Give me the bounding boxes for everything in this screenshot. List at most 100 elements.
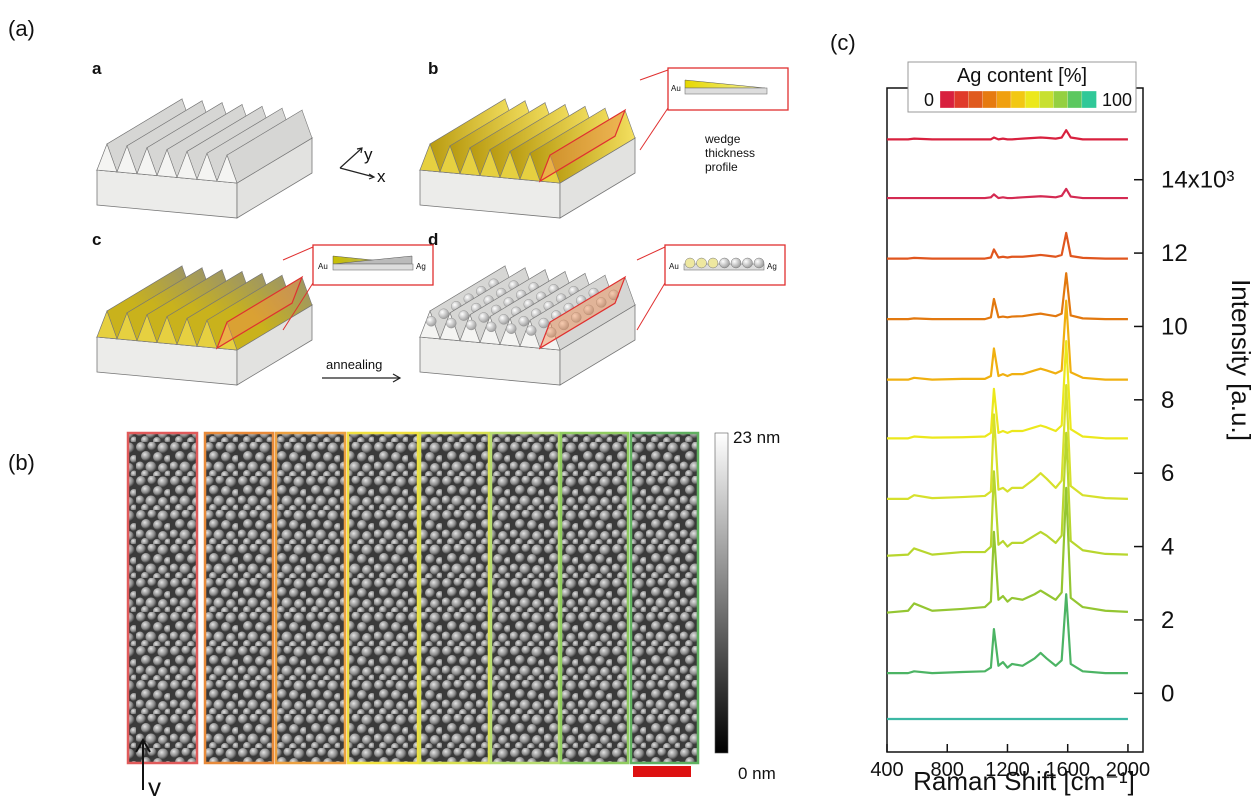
height-colorbar	[714, 432, 729, 754]
inset	[639, 67, 789, 151]
arrow-head	[392, 373, 402, 383]
x-tick-label: 800	[931, 759, 964, 781]
particle	[466, 319, 477, 331]
x-axis-label: Raman Shift [cm⁻¹]	[913, 766, 1135, 796]
particles	[684, 257, 765, 269]
axes-indicator	[339, 147, 376, 180]
afm-image	[629, 431, 700, 765]
connector	[639, 107, 669, 151]
scale-bar	[633, 766, 691, 777]
particle	[596, 297, 607, 308]
afm-image	[559, 431, 630, 765]
afm-image	[418, 431, 491, 765]
colorbar-segment	[1010, 90, 1026, 109]
step-label: d	[428, 230, 438, 249]
x-tick-label: 2000	[1106, 759, 1151, 781]
inset-note: profile	[705, 160, 738, 174]
y-tick-label: 2	[1161, 607, 1174, 634]
afm-image	[203, 431, 275, 765]
ridge-end	[196, 152, 218, 182]
ridge-end	[96, 310, 118, 340]
particle	[571, 312, 582, 323]
inset-text: Au	[669, 262, 679, 271]
highlight	[215, 275, 304, 350]
spectrum	[887, 187, 1128, 200]
ridge-end	[216, 154, 238, 184]
connector	[639, 69, 669, 81]
connector	[636, 246, 666, 261]
y-tick-label: 12	[1161, 240, 1188, 267]
ridge-end	[196, 319, 218, 349]
colorbar-segment	[996, 90, 1012, 109]
colorbar-tick-label: 100	[1102, 90, 1132, 110]
colorbar-tick-label: 0	[924, 90, 934, 110]
y-tick-label: 0	[1161, 680, 1174, 707]
afm-images	[126, 431, 700, 765]
ridge-end	[176, 317, 198, 347]
x-tick-label: 400	[870, 759, 903, 781]
ridge-end	[459, 146, 481, 176]
ridge-end	[439, 144, 461, 175]
spectrum	[887, 129, 1128, 141]
colorbar-segment	[1024, 90, 1041, 109]
arrow-head	[135, 738, 151, 753]
substrate-block	[95, 98, 314, 219]
substrate-block	[95, 265, 314, 386]
inset-text: Ag	[416, 262, 426, 271]
schematic	[95, 98, 637, 386]
afm-image	[126, 431, 199, 765]
colorbar-segment	[953, 90, 970, 109]
ridge-end	[116, 144, 138, 175]
connector	[282, 246, 314, 261]
highlight	[538, 108, 627, 183]
legend-title: Ag content [%]	[957, 65, 1087, 87]
colorbar-segment	[1053, 90, 1069, 109]
particle	[696, 257, 707, 269]
ridge-end	[136, 313, 158, 343]
particle	[498, 314, 509, 325]
afm-image	[274, 431, 347, 765]
particle	[446, 317, 457, 329]
step-label: b	[428, 59, 438, 78]
y-tick-label: 14x10³	[1161, 167, 1234, 194]
step-label: a	[92, 59, 102, 78]
particle	[438, 308, 449, 319]
ridge-end	[419, 143, 441, 173]
connector	[636, 282, 666, 331]
substrate-block	[418, 98, 637, 219]
ridge-end	[479, 148, 501, 178]
inset-text: Au	[318, 262, 328, 271]
colorbar-segment	[1039, 90, 1055, 109]
panel-label: (a)	[8, 16, 35, 41]
inset-text: Ag	[767, 262, 777, 271]
substrate	[332, 263, 414, 271]
scale-min: 0 nm	[738, 764, 776, 783]
particle	[426, 316, 437, 327]
ridge-end	[176, 150, 198, 180]
particle	[506, 323, 517, 334]
arrow-label: annealing	[326, 357, 382, 372]
spectrum	[887, 384, 1128, 500]
substrate-block	[418, 265, 637, 386]
spectrum	[886, 486, 1128, 614]
scale-max: 23 nm	[733, 428, 780, 447]
ridge-end	[136, 146, 158, 176]
plot-frame	[886, 87, 1144, 753]
ridge-end	[499, 150, 521, 180]
particle	[730, 257, 742, 269]
y-tick-label: 6	[1161, 460, 1174, 487]
highlight	[538, 275, 627, 350]
particle	[719, 257, 730, 269]
spectrum	[887, 231, 1128, 260]
particle	[526, 325, 537, 336]
colorbar-segment	[1081, 90, 1097, 109]
colorbar-segment	[939, 90, 955, 109]
y-axis-label: Intensity [a.u.]	[1226, 279, 1256, 441]
arrow	[339, 167, 376, 180]
afm-image	[346, 431, 420, 765]
axis-x: x	[377, 167, 386, 186]
spectrum	[887, 299, 1128, 381]
inset-note: thickness	[705, 146, 755, 160]
panel-label: (c)	[830, 30, 856, 55]
inset	[636, 244, 786, 331]
